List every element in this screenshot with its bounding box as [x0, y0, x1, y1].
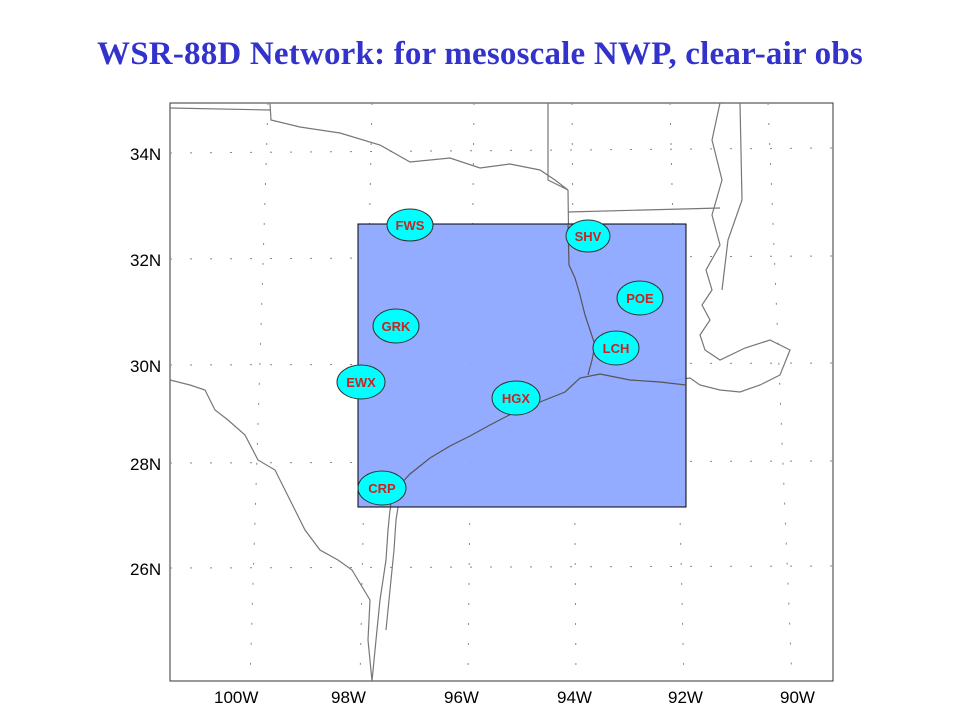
station-label-hgx: HGX [502, 391, 531, 406]
station-ellipse [386, 208, 434, 242]
arkansas-boundary [547, 103, 569, 191]
texas-panhandle-line [169, 107, 271, 111]
station-marker-hgx: HGX [491, 380, 541, 416]
rio-grande [169, 379, 373, 682]
station-marker-shv: SHV [565, 219, 611, 253]
station-marker-poe: POE [616, 280, 664, 316]
station-ellipse [592, 330, 640, 366]
station-marker-fws: FWS [386, 208, 434, 242]
barrier-islands [385, 494, 401, 631]
station-ellipse [565, 219, 611, 253]
station-ellipse [336, 364, 386, 400]
lat-label-30n: 30N [130, 357, 161, 376]
model-domain-box [357, 223, 687, 508]
graticule [169, 102, 834, 682]
lon-label-92w: 92W [668, 688, 703, 707]
mississippi-east-line [721, 102, 743, 291]
station-label-grk: GRK [382, 319, 412, 334]
lat-label-26n: 26N [130, 560, 161, 579]
station-ellipse [357, 470, 407, 506]
longitude-labels: 100W 98W 96W 94W 92W 90W [214, 688, 815, 707]
lon-label-96w: 96W [444, 688, 479, 707]
station-marker-crp: CRP [357, 470, 407, 506]
oklahoma-boundary [269, 102, 569, 191]
station-label-shv: SHV [575, 229, 602, 244]
station-ellipse [491, 380, 541, 416]
station-label-crp: CRP [368, 481, 396, 496]
station-label-fws: FWS [396, 218, 425, 233]
slide-title: WSR-88D Network: for mesoscale NWP, clea… [97, 36, 863, 72]
station-ellipse [616, 280, 664, 316]
lat-label-34n: 34N [130, 145, 161, 164]
station-label-lch: LCH [603, 341, 630, 356]
lon-label-90w: 90W [780, 688, 815, 707]
station-label-poe: POE [626, 291, 654, 306]
station-label-ewx: EWX [346, 375, 376, 390]
station-ellipse [372, 308, 420, 344]
lat-label-28n: 28N [130, 455, 161, 474]
station-marker-ewx: EWX [336, 364, 386, 400]
lon-label-100w: 100W [214, 688, 258, 707]
arkansas-louisiana-line [567, 207, 721, 213]
lon-label-98w: 98W [331, 688, 366, 707]
mississippi-river [699, 102, 791, 393]
station-marker-lch: LCH [592, 330, 640, 366]
lon-label-94w: 94W [557, 688, 592, 707]
station-marker-grk: GRK [372, 308, 420, 344]
latitude-labels: 34N 32N 30N 28N 26N [130, 145, 161, 579]
lat-label-32n: 32N [130, 251, 161, 270]
